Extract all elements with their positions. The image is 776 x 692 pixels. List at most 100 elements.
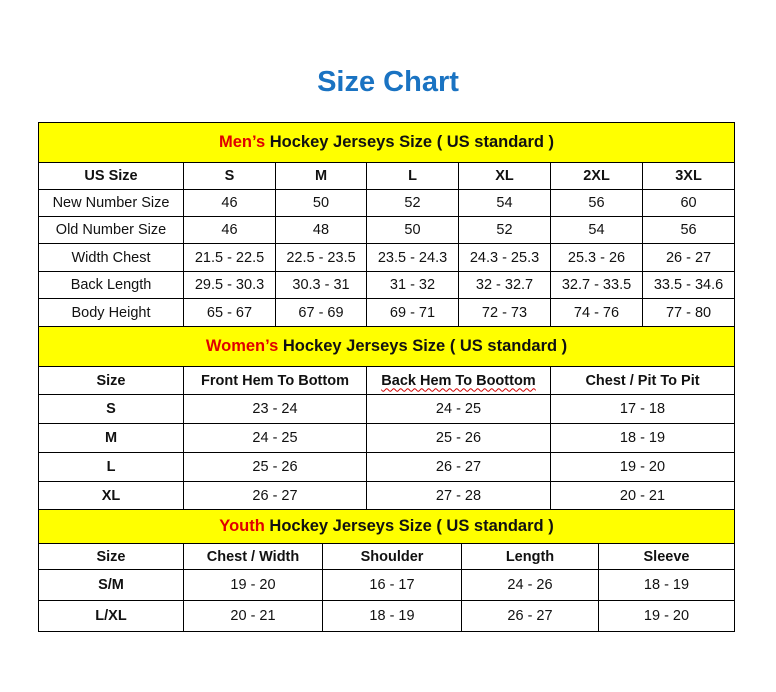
column-header-text: Size [96, 548, 126, 565]
column-header-text: Size [96, 372, 126, 389]
youth-section-heading: Youth Hockey Jerseys Size ( US standard … [37, 509, 736, 544]
youth-size-table: Youth Hockey Jerseys Size ( US standard … [37, 509, 736, 632]
table-row: M 24 - 25 25 - 26 18 - 19 [38, 423, 736, 453]
table-cell: 50 [366, 216, 459, 244]
column-header-text: Back Hem To Boottom [381, 372, 536, 389]
column-header-text: Chest / Pit To Pit [585, 372, 700, 389]
table-cell: 26 - 27 [183, 481, 367, 510]
table-cell: 31 - 32 [366, 271, 459, 299]
table-row: L 25 - 26 26 - 27 19 - 20 [38, 452, 736, 482]
row-label: Width Chest [38, 243, 184, 272]
column-header: Chest / Width [183, 543, 323, 570]
table-cell: 26 - 27 [641, 243, 736, 272]
women-size-table: Women’s Hockey Jerseys Size ( US standar… [37, 326, 736, 510]
column-header: Size [38, 366, 184, 395]
table-row: S 23 - 24 24 - 25 17 - 18 [38, 394, 736, 424]
table-row: S/M 19 - 20 16 - 17 24 - 26 18 - 19 [38, 569, 736, 601]
table-cell: 77 - 80 [641, 298, 736, 327]
table-cell: 26 - 27 [366, 452, 551, 482]
column-header-text: M [314, 168, 328, 184]
table-row: Old Number Size 46 48 50 52 54 56 [38, 216, 736, 244]
column-header: Front Hem To Bottom [183, 366, 367, 395]
column-header-text: Chest / Width [206, 548, 300, 565]
table-cell: 16 - 17 [322, 569, 462, 601]
table-cell: 56 [550, 189, 643, 217]
column-header-text: Sleeve [643, 548, 690, 565]
table-row: Back Length 29.5 - 30.3 30.3 - 31 31 - 32 32… [38, 271, 736, 299]
table-cell: 19 - 20 [549, 452, 736, 482]
row-label: M [38, 423, 184, 453]
column-header: Back Hem To Boottom [366, 366, 551, 395]
table-cell: 20 - 21 [549, 481, 736, 510]
table-cell: 17 - 18 [549, 394, 736, 424]
column-header-text: Length [505, 548, 555, 565]
column-header-text: S [224, 168, 235, 184]
table-row: Width Chest 21.5 - 22.5 22.5 - 23.5 23.5 - … [38, 243, 736, 272]
table-cell: 22.5 - 23.5 [275, 243, 367, 272]
column-header-text: Shoulder [360, 548, 424, 565]
row-label: Body Height [38, 298, 184, 327]
column-header-text: 3XL [675, 168, 702, 184]
column-header-text: 2XL [583, 168, 610, 184]
table-row: XL 26 - 27 27 - 28 20 - 21 [38, 481, 736, 510]
column-header: Length [461, 543, 599, 570]
column-header: 2XL [550, 162, 643, 190]
table-cell: 25 - 26 [183, 452, 367, 482]
column-header: XL [458, 162, 551, 190]
column-header-text: Front Hem To Bottom [201, 372, 349, 389]
table-cell: 67 - 69 [275, 298, 367, 327]
table-cell: 74 - 76 [550, 298, 643, 327]
column-header: 3XL [641, 162, 736, 190]
table-cell: 23.5 - 24.3 [366, 243, 459, 272]
table-cell: 26 - 27 [461, 600, 599, 632]
column-header-text: US Size [84, 168, 138, 184]
row-label: Old Number Size [38, 216, 184, 244]
table-cell: 65 - 67 [183, 298, 276, 327]
table-cell: 24 - 25 [183, 423, 367, 453]
table-cell: 18 - 19 [597, 569, 736, 601]
table-cell: 29.5 - 30.3 [183, 271, 276, 299]
table-row: New Number Size 46 50 52 54 56 60 [38, 189, 736, 217]
row-label: S [38, 394, 184, 424]
table-cell: 52 [458, 216, 551, 244]
column-header: Sleeve [597, 543, 736, 570]
row-label: New Number Size [38, 189, 184, 217]
table-cell: 56 [641, 216, 736, 244]
row-label: Back Length [38, 271, 184, 299]
table-cell: 19 - 20 [597, 600, 736, 632]
page-title: Size Chart [317, 66, 459, 98]
table-cell: 24 - 25 [366, 394, 551, 424]
men-size-table: Men’s Hockey Jerseys Size ( US standard … [37, 122, 736, 327]
table-cell: 69 - 71 [366, 298, 459, 327]
table-cell: 30.3 - 31 [275, 271, 367, 299]
column-header: US Size [38, 162, 184, 190]
men-section-heading: Men’s Hockey Jerseys Size ( US standard … [37, 122, 736, 163]
table-cell: 46 [183, 216, 276, 244]
table-cell: 60 [641, 189, 736, 217]
table-cell: 18 - 19 [322, 600, 462, 632]
column-header: Size [38, 543, 184, 570]
table-cell: 19 - 20 [183, 569, 323, 601]
table-row: Body Height 65 - 67 67 - 69 69 - 71 72 - 73 7… [38, 298, 736, 327]
table-cell: 46 [183, 189, 276, 217]
column-header: Shoulder [322, 543, 462, 570]
table-cell: 33.5 - 34.6 [641, 271, 736, 299]
column-header: S [183, 162, 276, 190]
table-cell: 54 [458, 189, 551, 217]
table-cell: 25 - 26 [366, 423, 551, 453]
table-cell: 25.3 - 26 [550, 243, 643, 272]
table-cell: 23 - 24 [183, 394, 367, 424]
table-cell: 54 [550, 216, 643, 244]
table-cell: 21.5 - 22.5 [183, 243, 276, 272]
column-header-text: XL [495, 168, 514, 184]
table-cell: 50 [275, 189, 367, 217]
table-cell: 32 - 32.7 [458, 271, 551, 299]
column-header-text: L [408, 168, 417, 184]
column-header: M [275, 162, 367, 190]
row-label: S/M [38, 569, 184, 601]
table-cell: 18 - 19 [549, 423, 736, 453]
column-header: Chest / Pit To Pit [549, 366, 736, 395]
table-cell: 52 [366, 189, 459, 217]
row-label: XL [38, 481, 184, 510]
table-cell: 24 - 26 [461, 569, 599, 601]
